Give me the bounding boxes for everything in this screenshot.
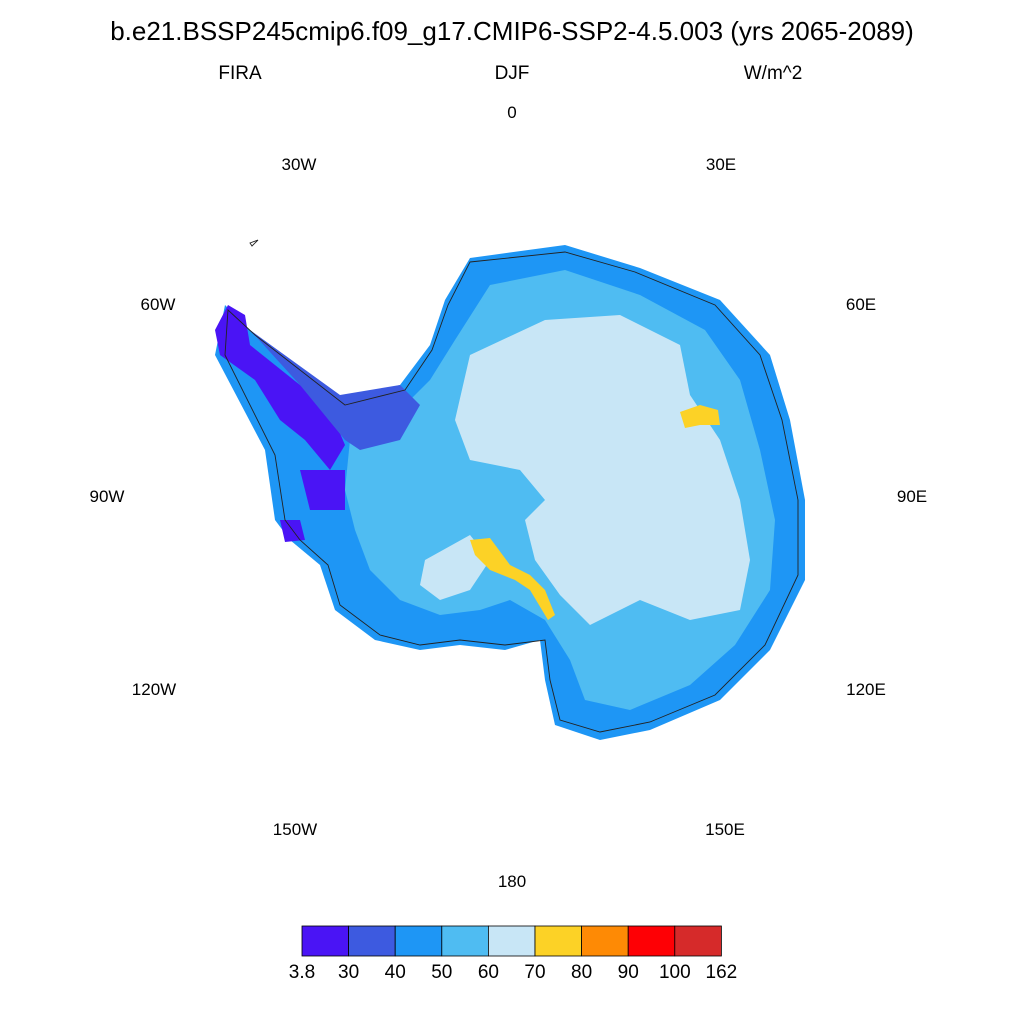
map-region-west-lowest xyxy=(280,470,345,542)
colorbar-label-2: 40 xyxy=(385,962,406,983)
lon-label-30w: 30W xyxy=(281,155,317,174)
colorbar-label-8: 100 xyxy=(659,962,691,983)
lon-label-120e: 120E xyxy=(846,680,886,699)
plot-title: b.e21.BSSP245cmip6.f09_g17.CMIP6-SSP2-4.… xyxy=(110,16,914,46)
lon-label-90w: 90W xyxy=(89,487,125,506)
map-region-plateau-west xyxy=(420,535,490,600)
colorbar-swatch-8 xyxy=(674,925,722,957)
lon-label-120w: 120W xyxy=(131,680,177,699)
colorbar-swatch-7 xyxy=(627,925,676,957)
colorbar-swatch-6 xyxy=(581,925,629,957)
colorbar-swatch-4 xyxy=(487,925,536,957)
colorbar-label-3: 50 xyxy=(431,962,452,983)
lon-label-30e: 30E xyxy=(705,155,737,174)
lon-label-150e: 150E xyxy=(705,820,745,839)
island-outline xyxy=(249,239,259,247)
coastline xyxy=(224,251,799,733)
colorbar-label-1: 30 xyxy=(338,962,359,983)
lon-label-180: 180 xyxy=(497,872,527,891)
map-region-ross-high xyxy=(470,538,555,620)
colorbar-label-5: 70 xyxy=(524,962,545,983)
lon-label-0: 0 xyxy=(507,103,517,122)
colorbar-label-9: 162 xyxy=(706,962,738,983)
map-region-plateau xyxy=(455,315,750,625)
colorbar-swatch-3 xyxy=(441,925,489,957)
map-region-east-high xyxy=(680,405,720,428)
units-label: W/m^2 xyxy=(743,63,803,84)
colorbar-label-6: 80 xyxy=(571,962,592,983)
lon-label-90e: 90E xyxy=(896,487,928,506)
variable-label: FIRA xyxy=(218,63,262,84)
colorbar-label-4: 60 xyxy=(478,962,499,983)
colorbar-label-7: 90 xyxy=(618,962,639,983)
lon-label-60w: 60W xyxy=(140,295,176,314)
colorbar-swatch-2 xyxy=(394,925,443,957)
colorbar-swatch-1 xyxy=(348,925,396,957)
colorbar-swatch-0 xyxy=(301,925,349,957)
lon-label-60e: 60E xyxy=(845,295,877,314)
lon-label-150w: 150W xyxy=(272,820,318,839)
map-region-peninsula-low xyxy=(250,330,420,450)
colorbar-label-0: 3.8 xyxy=(289,962,315,983)
map-region-peninsula-lowest xyxy=(215,305,345,470)
colorbar-swatch-5 xyxy=(534,925,582,957)
season-label: DJF xyxy=(494,63,530,84)
